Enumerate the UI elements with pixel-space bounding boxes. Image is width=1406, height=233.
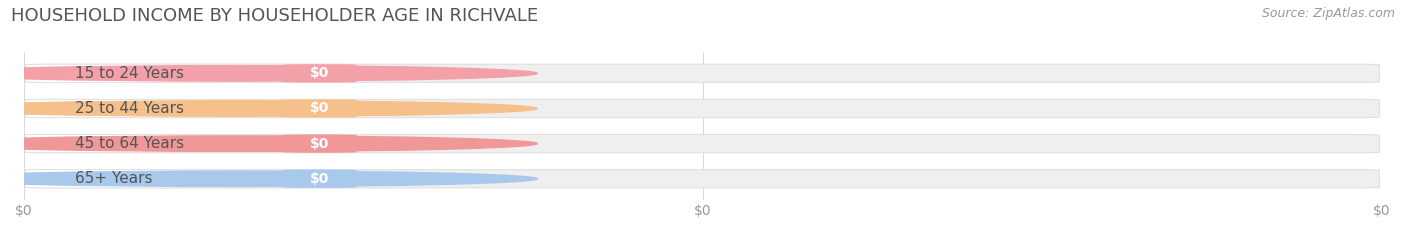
Text: 65+ Years: 65+ Years — [76, 171, 153, 186]
FancyBboxPatch shape — [283, 170, 357, 188]
Circle shape — [0, 101, 537, 116]
Circle shape — [0, 171, 537, 187]
FancyBboxPatch shape — [283, 99, 357, 118]
Text: $0: $0 — [309, 172, 329, 186]
Circle shape — [0, 136, 537, 151]
FancyBboxPatch shape — [25, 64, 357, 82]
Circle shape — [0, 66, 537, 81]
FancyBboxPatch shape — [25, 64, 1379, 82]
Text: Source: ZipAtlas.com: Source: ZipAtlas.com — [1261, 7, 1395, 20]
Text: HOUSEHOLD INCOME BY HOUSEHOLDER AGE IN RICHVALE: HOUSEHOLD INCOME BY HOUSEHOLDER AGE IN R… — [11, 7, 538, 25]
Text: 15 to 24 Years: 15 to 24 Years — [76, 66, 184, 81]
FancyBboxPatch shape — [25, 170, 357, 188]
Text: 45 to 64 Years: 45 to 64 Years — [76, 136, 184, 151]
Text: $0: $0 — [309, 102, 329, 116]
FancyBboxPatch shape — [25, 134, 1379, 153]
FancyBboxPatch shape — [25, 170, 1379, 188]
FancyBboxPatch shape — [25, 99, 1379, 118]
FancyBboxPatch shape — [25, 134, 357, 153]
FancyBboxPatch shape — [283, 134, 357, 153]
Text: $0: $0 — [309, 137, 329, 151]
Text: 25 to 44 Years: 25 to 44 Years — [76, 101, 184, 116]
Text: $0: $0 — [309, 66, 329, 80]
FancyBboxPatch shape — [25, 99, 357, 118]
FancyBboxPatch shape — [283, 64, 357, 82]
